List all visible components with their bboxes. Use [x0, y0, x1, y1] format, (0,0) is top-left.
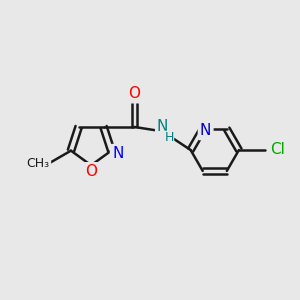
Text: N: N: [200, 123, 211, 138]
Text: Cl: Cl: [270, 142, 285, 158]
Text: CH₃: CH₃: [26, 158, 49, 170]
Text: N: N: [112, 146, 123, 161]
Text: H: H: [164, 131, 174, 144]
Text: O: O: [128, 86, 140, 101]
Text: O: O: [85, 164, 97, 179]
Text: N: N: [157, 118, 168, 134]
